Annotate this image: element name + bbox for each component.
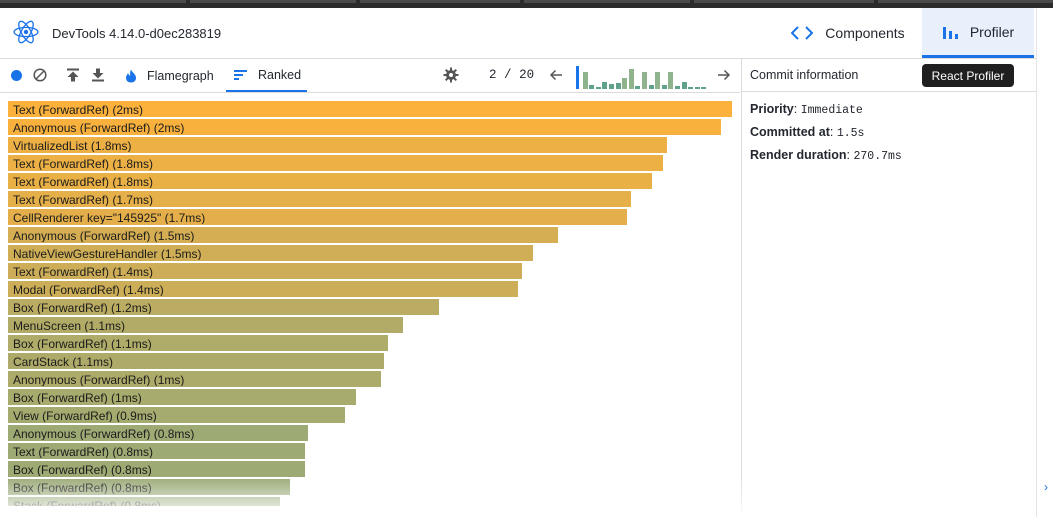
render-duration-value: 270.7ms (853, 150, 902, 163)
arrow-left-icon (549, 69, 562, 81)
commit-bar[interactable] (682, 82, 687, 89)
commit-bar[interactable] (616, 83, 621, 89)
commit-bar[interactable] (688, 87, 693, 89)
bar-chart-icon (942, 26, 958, 39)
commit-bar[interactable] (602, 82, 607, 89)
load-profile-button[interactable] (66, 68, 80, 82)
ranked-bar[interactable]: Modal (ForwardRef) (1.4ms) (8, 281, 518, 297)
tab-profiler-label: Profiler (969, 23, 1015, 40)
react-profiler-tooltip: React Profiler (922, 64, 1014, 87)
ranked-bar[interactable]: Anonymous (ForwardRef) (2ms) (8, 119, 721, 135)
arrow-right-icon (718, 69, 731, 81)
ranked-bar[interactable]: View (ForwardRef) (0.9ms) (8, 407, 345, 423)
tab-ranked[interactable]: Ranked (226, 59, 307, 92)
ranked-bar[interactable]: Anonymous (ForwardRef) (1ms) (8, 371, 381, 387)
window-right-edge (1036, 8, 1053, 517)
commit-bar[interactable] (629, 69, 634, 89)
committed-at-value: 1.5s (836, 127, 865, 140)
ranked-icon (234, 69, 247, 80)
tab-profiler[interactable]: Profiler (922, 8, 1034, 58)
priority-value: Immediate (800, 104, 863, 117)
clear-icon (33, 68, 47, 82)
commit-information-panel: Priority: Immediate Committed at: 1.5s R… (741, 92, 1036, 517)
next-commit-button[interactable] (717, 68, 731, 82)
strip-segment (694, 0, 874, 3)
browser-top-strip (0, 0, 1053, 8)
tab-components-label: Components (825, 25, 905, 41)
record-button[interactable] (11, 70, 22, 81)
react-logo-icon (13, 20, 39, 44)
ranked-bar[interactable]: Text (ForwardRef) (0.8ms) (8, 443, 305, 459)
save-profile-button[interactable] (91, 68, 105, 82)
strip-segment (360, 0, 520, 3)
commit-bar[interactable] (642, 72, 647, 89)
commit-bar[interactable] (583, 72, 588, 89)
priority-label: Priority (750, 102, 794, 116)
strip-segment (524, 0, 690, 3)
ranked-bar[interactable]: VirtualizedList (1.8ms) (8, 137, 667, 153)
ranked-bar[interactable]: Box (ForwardRef) (0.8ms) (8, 461, 305, 477)
ranked-chart: Text (ForwardRef) (2ms) Anonymous (Forwar… (0, 93, 740, 506)
ranked-bar[interactable]: Text (ForwardRef) (2ms) (8, 101, 732, 117)
ranked-bar[interactable]: Box (ForwardRef) (1ms) (8, 389, 356, 405)
profiler-settings-button[interactable] (443, 67, 459, 83)
bottom-fade-overlay (0, 476, 1036, 517)
commit-counter: 2 / 20 (489, 68, 534, 82)
commit-bar[interactable] (668, 72, 673, 89)
gear-icon (443, 67, 459, 83)
commit-bar[interactable] (662, 85, 667, 89)
commit-bar[interactable] (649, 85, 654, 89)
previous-commit-button[interactable] (549, 68, 563, 82)
commit-bar[interactable] (675, 86, 680, 89)
commit-bar[interactable] (635, 86, 640, 89)
commit-separator: / (504, 68, 512, 82)
tab-flamegraph[interactable]: Flamegraph (125, 59, 214, 92)
commit-bar[interactable] (655, 72, 660, 89)
ranked-bar[interactable]: Text (ForwardRef) (1.8ms) (8, 173, 652, 189)
render-duration-label: Render duration (750, 148, 847, 162)
ranked-bar[interactable]: Anonymous (ForwardRef) (0.8ms) (8, 425, 308, 441)
committed-at-row: Committed at: 1.5s (750, 125, 865, 140)
commit-bar[interactable] (701, 87, 706, 89)
ranked-bar[interactable]: Text (ForwardRef) (1.7ms) (8, 191, 631, 207)
ranked-bar[interactable]: Text (ForwardRef) (1.8ms) (8, 155, 663, 171)
ranked-bar[interactable]: CardStack (1.1ms) (8, 353, 384, 369)
commit-information-title: Commit information (750, 68, 859, 82)
committed-at-label: Committed at (750, 125, 830, 139)
download-icon (92, 68, 104, 82)
devtools-header: DevTools 4.14.0-d0ec283819 Components Pr… (0, 8, 1036, 59)
priority-row: Priority: Immediate (750, 102, 863, 117)
chevron-right-icon: › (1044, 480, 1048, 494)
commit-information-header: Commit information (741, 59, 1036, 92)
strip-segment (0, 0, 186, 3)
tab-components[interactable]: Components (778, 8, 918, 58)
upload-icon (67, 68, 79, 82)
clear-profiling-button[interactable] (33, 68, 47, 82)
commit-total: 20 (519, 68, 535, 82)
ranked-bar[interactable]: Anonymous (ForwardRef) (1.5ms) (8, 227, 558, 243)
commit-bar[interactable] (695, 87, 700, 89)
strip-segment (878, 0, 1053, 3)
commit-bar[interactable] (576, 66, 579, 89)
commit-selector-chart[interactable] (573, 63, 711, 89)
devtools-version-title: DevTools 4.14.0-d0ec283819 (52, 26, 222, 41)
tab-flamegraph-label: Flamegraph (147, 68, 214, 83)
profiler-toolbar: Flamegraph Ranked 2 / 20 (0, 59, 740, 93)
ranked-bar[interactable]: Box (ForwardRef) (1.2ms) (8, 299, 439, 315)
ranked-bar[interactable]: NativeViewGestureHandler (1.5ms) (8, 245, 533, 261)
ranked-bar[interactable]: CellRenderer key="145925" (1.7ms) (8, 209, 627, 225)
code-brackets-icon (791, 26, 814, 40)
tab-ranked-label: Ranked (258, 67, 302, 82)
commit-bar[interactable] (622, 78, 627, 89)
ranked-bar[interactable]: Box (ForwardRef) (1.1ms) (8, 335, 388, 351)
render-duration-row: Render duration: 270.7ms (750, 148, 902, 163)
flame-icon (126, 69, 136, 82)
commit-bar[interactable] (609, 84, 614, 89)
commit-bar[interactable] (589, 85, 594, 89)
ranked-bar[interactable]: MenuScreen (1.1ms) (8, 317, 403, 333)
ranked-bar[interactable]: Text (ForwardRef) (1.4ms) (8, 263, 522, 279)
commit-index: 2 (489, 68, 497, 82)
commit-bar[interactable] (596, 87, 601, 89)
strip-segment (190, 0, 356, 3)
